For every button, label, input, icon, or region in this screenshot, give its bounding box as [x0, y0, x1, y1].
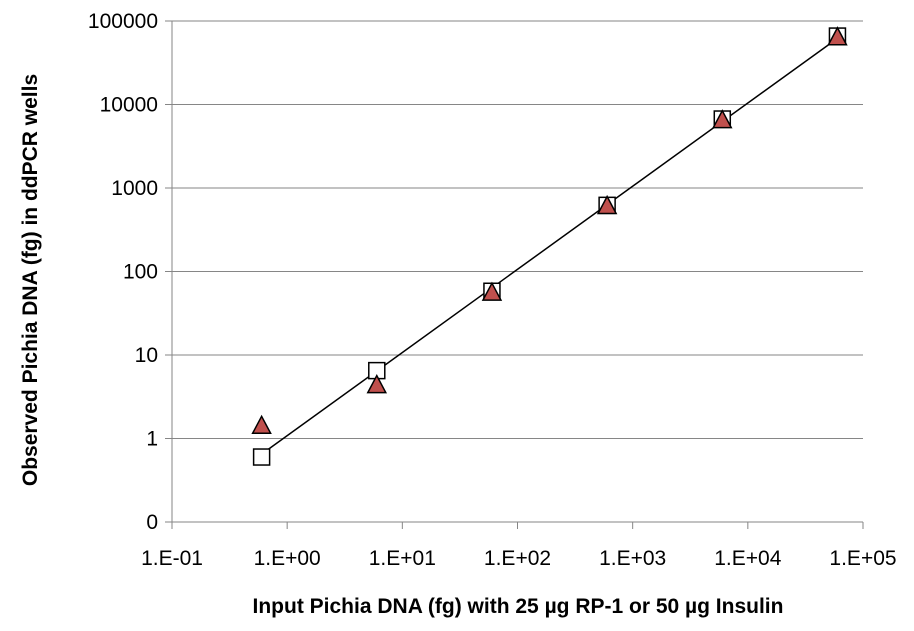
x-tick-labels: 1.E-01 1.E+00 1.E+01 1.E+02 1.E+03 1.E+04 1.E+… — [141, 547, 897, 570]
x-axis-title: Input Pichia DNA (fg) with 25 µg RP-1 or… — [253, 595, 784, 618]
point-insulin-2 — [481, 281, 503, 301]
data-points — [251, 26, 848, 466]
y-tick-label-4: 1000 — [111, 177, 158, 200]
point-insulin-3 — [596, 194, 618, 215]
point-rp-1-0 — [252, 448, 271, 466]
x-tick-label-2: 1.E+01 — [369, 547, 436, 570]
y-tick-label-5: 10000 — [100, 94, 158, 117]
x-tick-label-5: 1.E+04 — [714, 547, 781, 570]
x-tick-label-6: 1.E+05 — [829, 547, 896, 570]
point-insulin-1 — [366, 374, 388, 394]
x-tick-label-0: 1.E-01 — [141, 547, 203, 570]
point-insulin-4 — [712, 109, 733, 129]
point-insulin-5 — [827, 26, 848, 46]
y-tick-label-6: 100000 — [88, 10, 158, 33]
trendline — [261, 37, 838, 455]
y-tick-label-1: 1 — [146, 428, 158, 451]
y-tick-label-2: 10 — [135, 344, 158, 367]
y-tick-label-3: 100 — [123, 261, 158, 284]
y-tick-labels: 0 1 10 100 1000 10000 100000 — [88, 10, 158, 534]
point-insulin-0 — [251, 414, 272, 435]
x-tick-label-3: 1.E+02 — [484, 547, 551, 570]
y-axis-title: Observed Pichia DNA (fg) in ddPCR wells — [19, 74, 42, 486]
x-tick-label-1: 1.E+00 — [254, 547, 321, 570]
axes — [165, 20, 864, 529]
gridlines — [172, 20, 863, 439]
trendline-group — [261, 37, 838, 455]
x-tick-label-4: 1.E+03 — [599, 547, 666, 570]
y-tick-label-0: 0 — [146, 511, 158, 534]
